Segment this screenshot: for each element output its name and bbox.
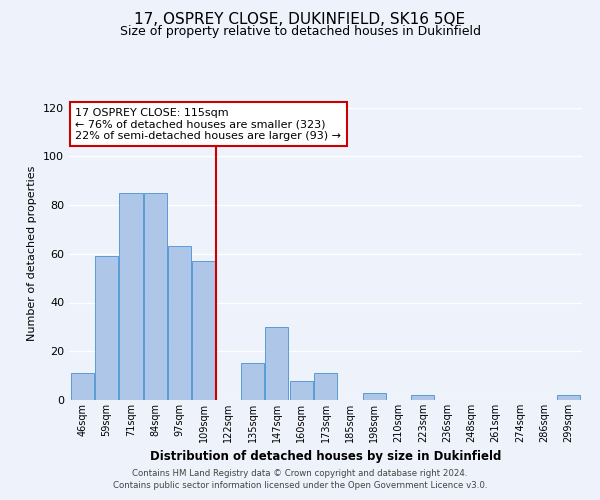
Bar: [119, 193, 143, 400]
Bar: [314, 373, 337, 400]
Text: Size of property relative to detached houses in Dukinfield: Size of property relative to detached ho…: [119, 25, 481, 38]
Bar: [411, 395, 434, 400]
Bar: [265, 327, 289, 400]
Text: 17, OSPREY CLOSE, DUKINFIELD, SK16 5QE: 17, OSPREY CLOSE, DUKINFIELD, SK16 5QE: [134, 12, 466, 28]
Bar: [95, 256, 118, 400]
Bar: [144, 193, 167, 400]
Bar: [557, 395, 580, 400]
Text: 17 OSPREY CLOSE: 115sqm
← 76% of detached houses are smaller (323)
22% of semi-d: 17 OSPREY CLOSE: 115sqm ← 76% of detache…: [75, 108, 341, 140]
Y-axis label: Number of detached properties: Number of detached properties: [28, 166, 37, 342]
Bar: [193, 261, 215, 400]
Bar: [71, 373, 94, 400]
Bar: [290, 380, 313, 400]
X-axis label: Distribution of detached houses by size in Dukinfield: Distribution of detached houses by size …: [150, 450, 501, 464]
Bar: [362, 392, 386, 400]
Bar: [168, 246, 191, 400]
Text: Contains HM Land Registry data © Crown copyright and database right 2024.
Contai: Contains HM Land Registry data © Crown c…: [113, 468, 487, 490]
Bar: [241, 364, 264, 400]
